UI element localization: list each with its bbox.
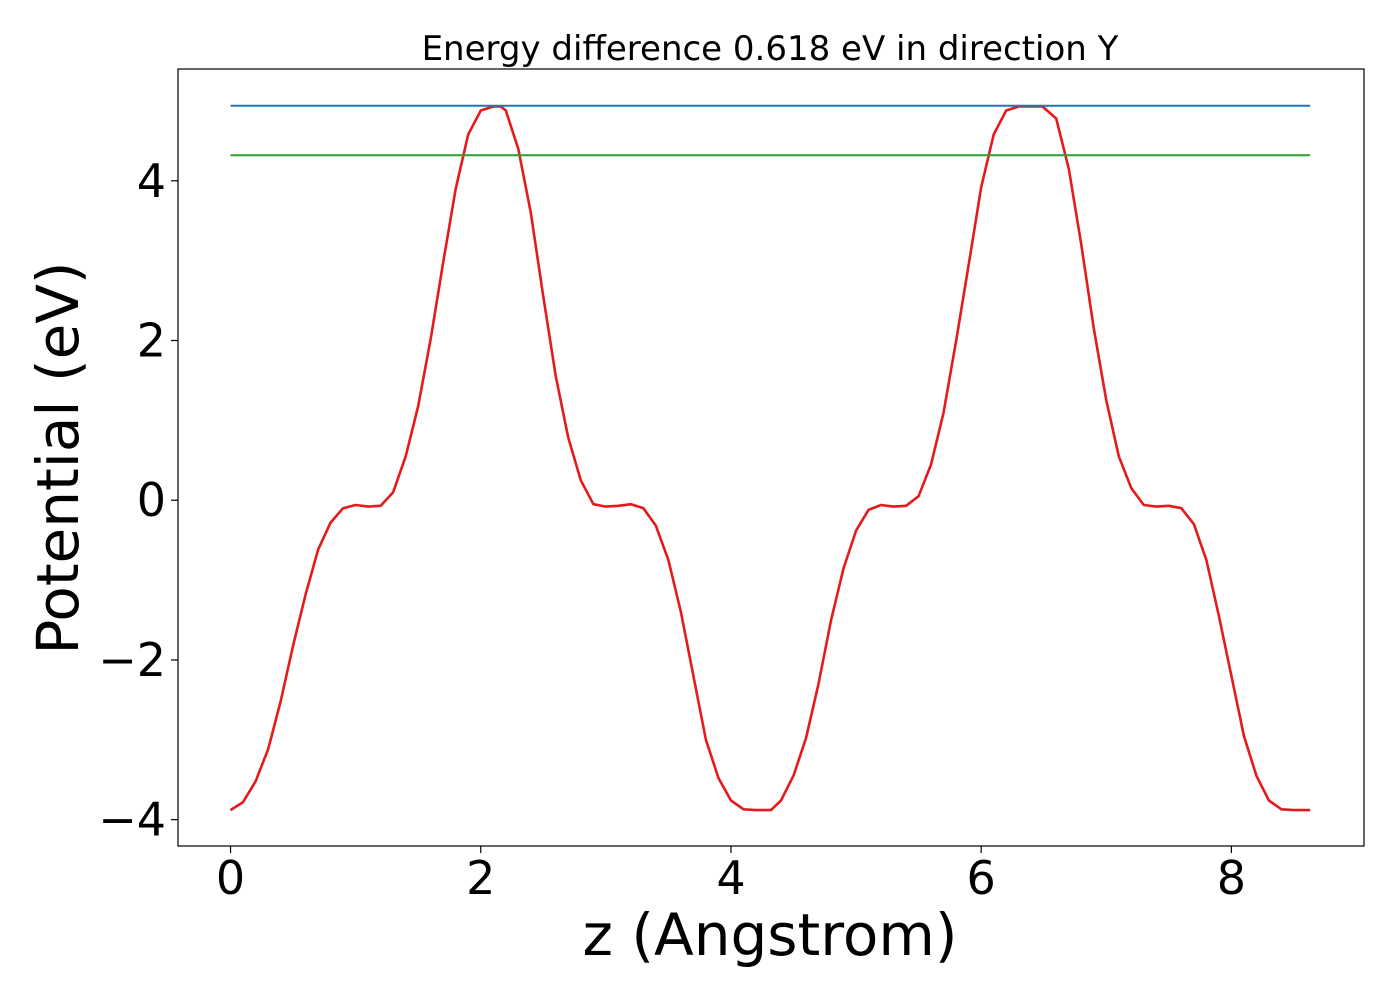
series-line-0 <box>229 105 1311 812</box>
plot-frame <box>177 68 1365 847</box>
y-tick-label: −2 <box>98 633 166 687</box>
x-tick-label: 4 <box>716 851 745 905</box>
x-axis-label: z (Angstrom) <box>583 901 958 969</box>
chart-title: Energy difference 0.618 eV in direction … <box>422 29 1119 69</box>
x-tick-label: 6 <box>967 851 996 905</box>
y-axis-label: Potential (eV) <box>24 261 92 654</box>
y-tick-label: 4 <box>137 154 166 208</box>
axis-ticks: 0 2 4 6 8 −4 −2 0 2 4 <box>98 154 1246 905</box>
x-tick-label: 8 <box>1217 851 1246 905</box>
y-tick-label: 0 <box>137 473 166 527</box>
y-tick-label: −4 <box>98 793 166 847</box>
plot-area <box>229 104 1311 812</box>
x-tick-label: 2 <box>466 851 495 905</box>
y-tick-label: 2 <box>137 314 166 368</box>
x-tick-label: 0 <box>216 851 245 905</box>
